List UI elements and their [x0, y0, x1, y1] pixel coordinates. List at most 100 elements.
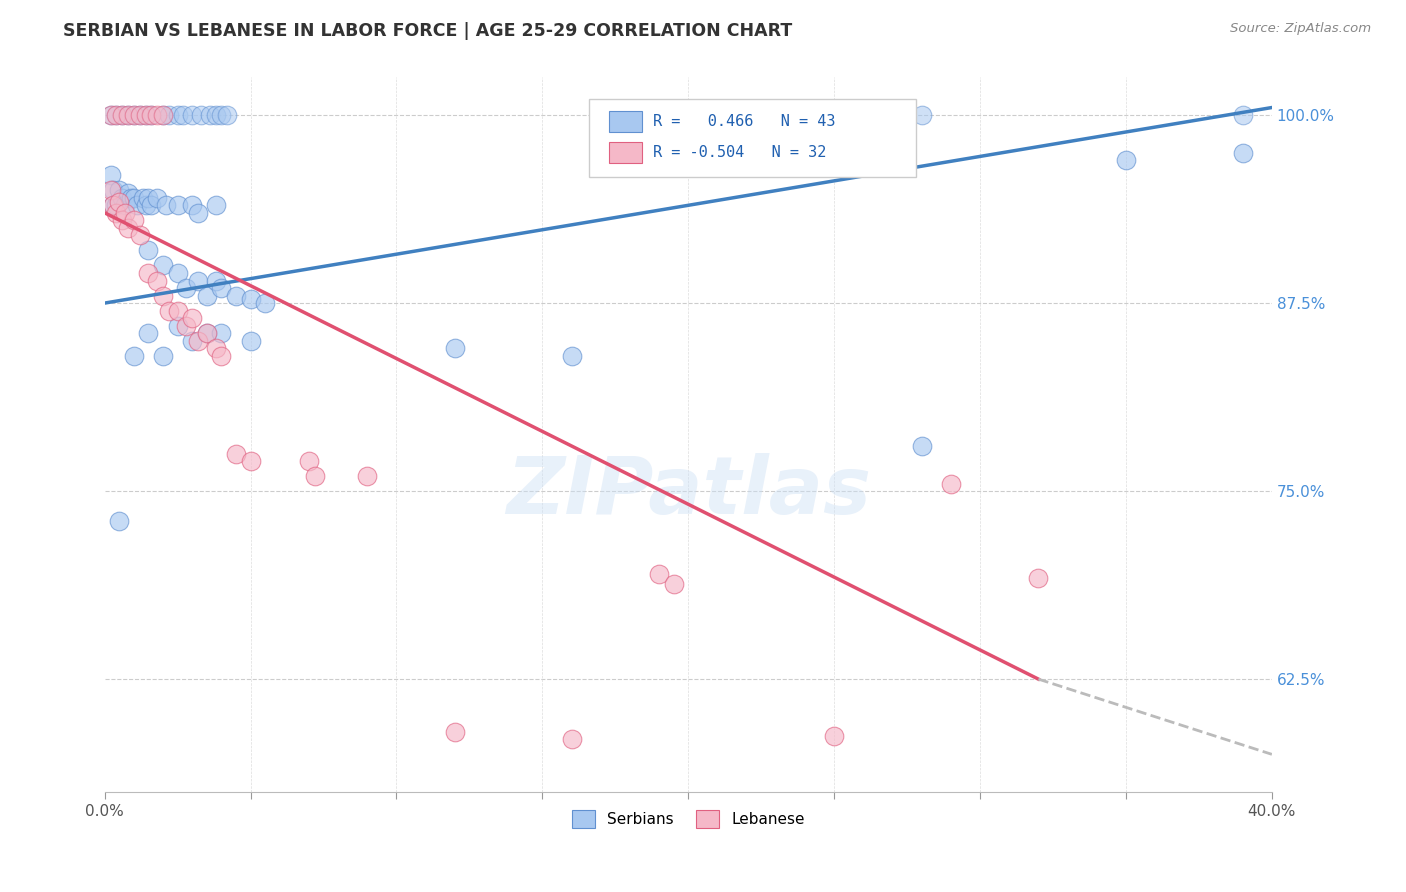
Point [304, 469, 326, 483]
Point [939, 476, 962, 491]
Point [111, 108, 134, 122]
Point [209, 281, 232, 295]
Point [172, 108, 194, 122]
Point [122, 213, 145, 227]
Point [1232, 145, 1254, 160]
Point [122, 108, 145, 122]
Point [176, 318, 198, 333]
Bar [609, 142, 641, 163]
Point [204, 341, 226, 355]
Point [204, 273, 226, 287]
Point [120, 191, 142, 205]
Point [152, 108, 174, 122]
Point [166, 266, 188, 280]
Text: R = -0.504   N = 32: R = -0.504 N = 32 [654, 145, 827, 160]
Text: Source: ZipAtlas.com: Source: ZipAtlas.com [1230, 22, 1371, 36]
Point [141, 108, 163, 122]
Point [141, 108, 163, 122]
Point [217, 108, 239, 122]
Point [298, 454, 321, 468]
Point [117, 186, 139, 201]
Point [105, 198, 128, 212]
Point [111, 108, 134, 122]
Point [187, 273, 209, 287]
Point [114, 198, 136, 212]
Point [1028, 571, 1050, 585]
Point [128, 228, 150, 243]
Point [100, 108, 122, 122]
Point [911, 439, 934, 453]
Point [823, 729, 845, 743]
Point [166, 198, 188, 212]
Point [125, 198, 148, 212]
Point [135, 198, 157, 212]
Point [146, 108, 169, 122]
Point [195, 326, 218, 341]
Point [911, 108, 934, 122]
Point [100, 168, 122, 182]
Point [103, 198, 125, 212]
Point [152, 108, 174, 122]
Point [239, 334, 262, 348]
Point [117, 108, 139, 122]
Point [648, 566, 671, 581]
Point [131, 191, 153, 205]
Point [135, 108, 157, 122]
Point [444, 724, 467, 739]
Text: R =   0.466   N = 43: R = 0.466 N = 43 [654, 114, 835, 129]
Point [166, 108, 188, 122]
Point [128, 108, 150, 122]
Point [105, 108, 128, 122]
Point [138, 244, 160, 258]
Point [138, 266, 160, 280]
Point [135, 108, 157, 122]
Point [444, 341, 467, 355]
Point [561, 732, 583, 747]
Point [141, 198, 163, 212]
Point [239, 454, 262, 468]
Point [122, 191, 145, 205]
Point [138, 326, 160, 341]
Point [209, 108, 232, 122]
Point [138, 191, 160, 205]
Point [152, 288, 174, 302]
Point [166, 303, 188, 318]
Text: SERBIAN VS LEBANESE IN LABOR FORCE | AGE 25-29 CORRELATION CHART: SERBIAN VS LEBANESE IN LABOR FORCE | AGE… [63, 22, 793, 40]
Point [108, 514, 131, 528]
Point [157, 108, 180, 122]
Point [117, 220, 139, 235]
Point [117, 108, 139, 122]
Point [122, 108, 145, 122]
Bar [609, 111, 641, 132]
Point [204, 108, 226, 122]
Point [108, 183, 131, 197]
Point [122, 349, 145, 363]
Point [187, 334, 209, 348]
Point [204, 198, 226, 212]
Point [105, 206, 128, 220]
Point [111, 191, 134, 205]
Point [187, 206, 209, 220]
Point [128, 108, 150, 122]
Point [114, 206, 136, 220]
Point [198, 108, 221, 122]
Point [103, 198, 125, 212]
Point [176, 281, 198, 295]
Point [195, 326, 218, 341]
FancyBboxPatch shape [589, 99, 915, 178]
Point [356, 469, 378, 483]
Point [111, 213, 134, 227]
Point [100, 183, 122, 197]
Point [561, 349, 583, 363]
Point [181, 108, 204, 122]
Point [155, 198, 177, 212]
Point [190, 108, 212, 122]
Point [195, 288, 218, 302]
Point [239, 292, 262, 306]
Point [166, 318, 188, 333]
Point [152, 349, 174, 363]
Point [225, 288, 247, 302]
Point [209, 349, 232, 363]
Point [225, 446, 247, 460]
Point [254, 296, 277, 310]
